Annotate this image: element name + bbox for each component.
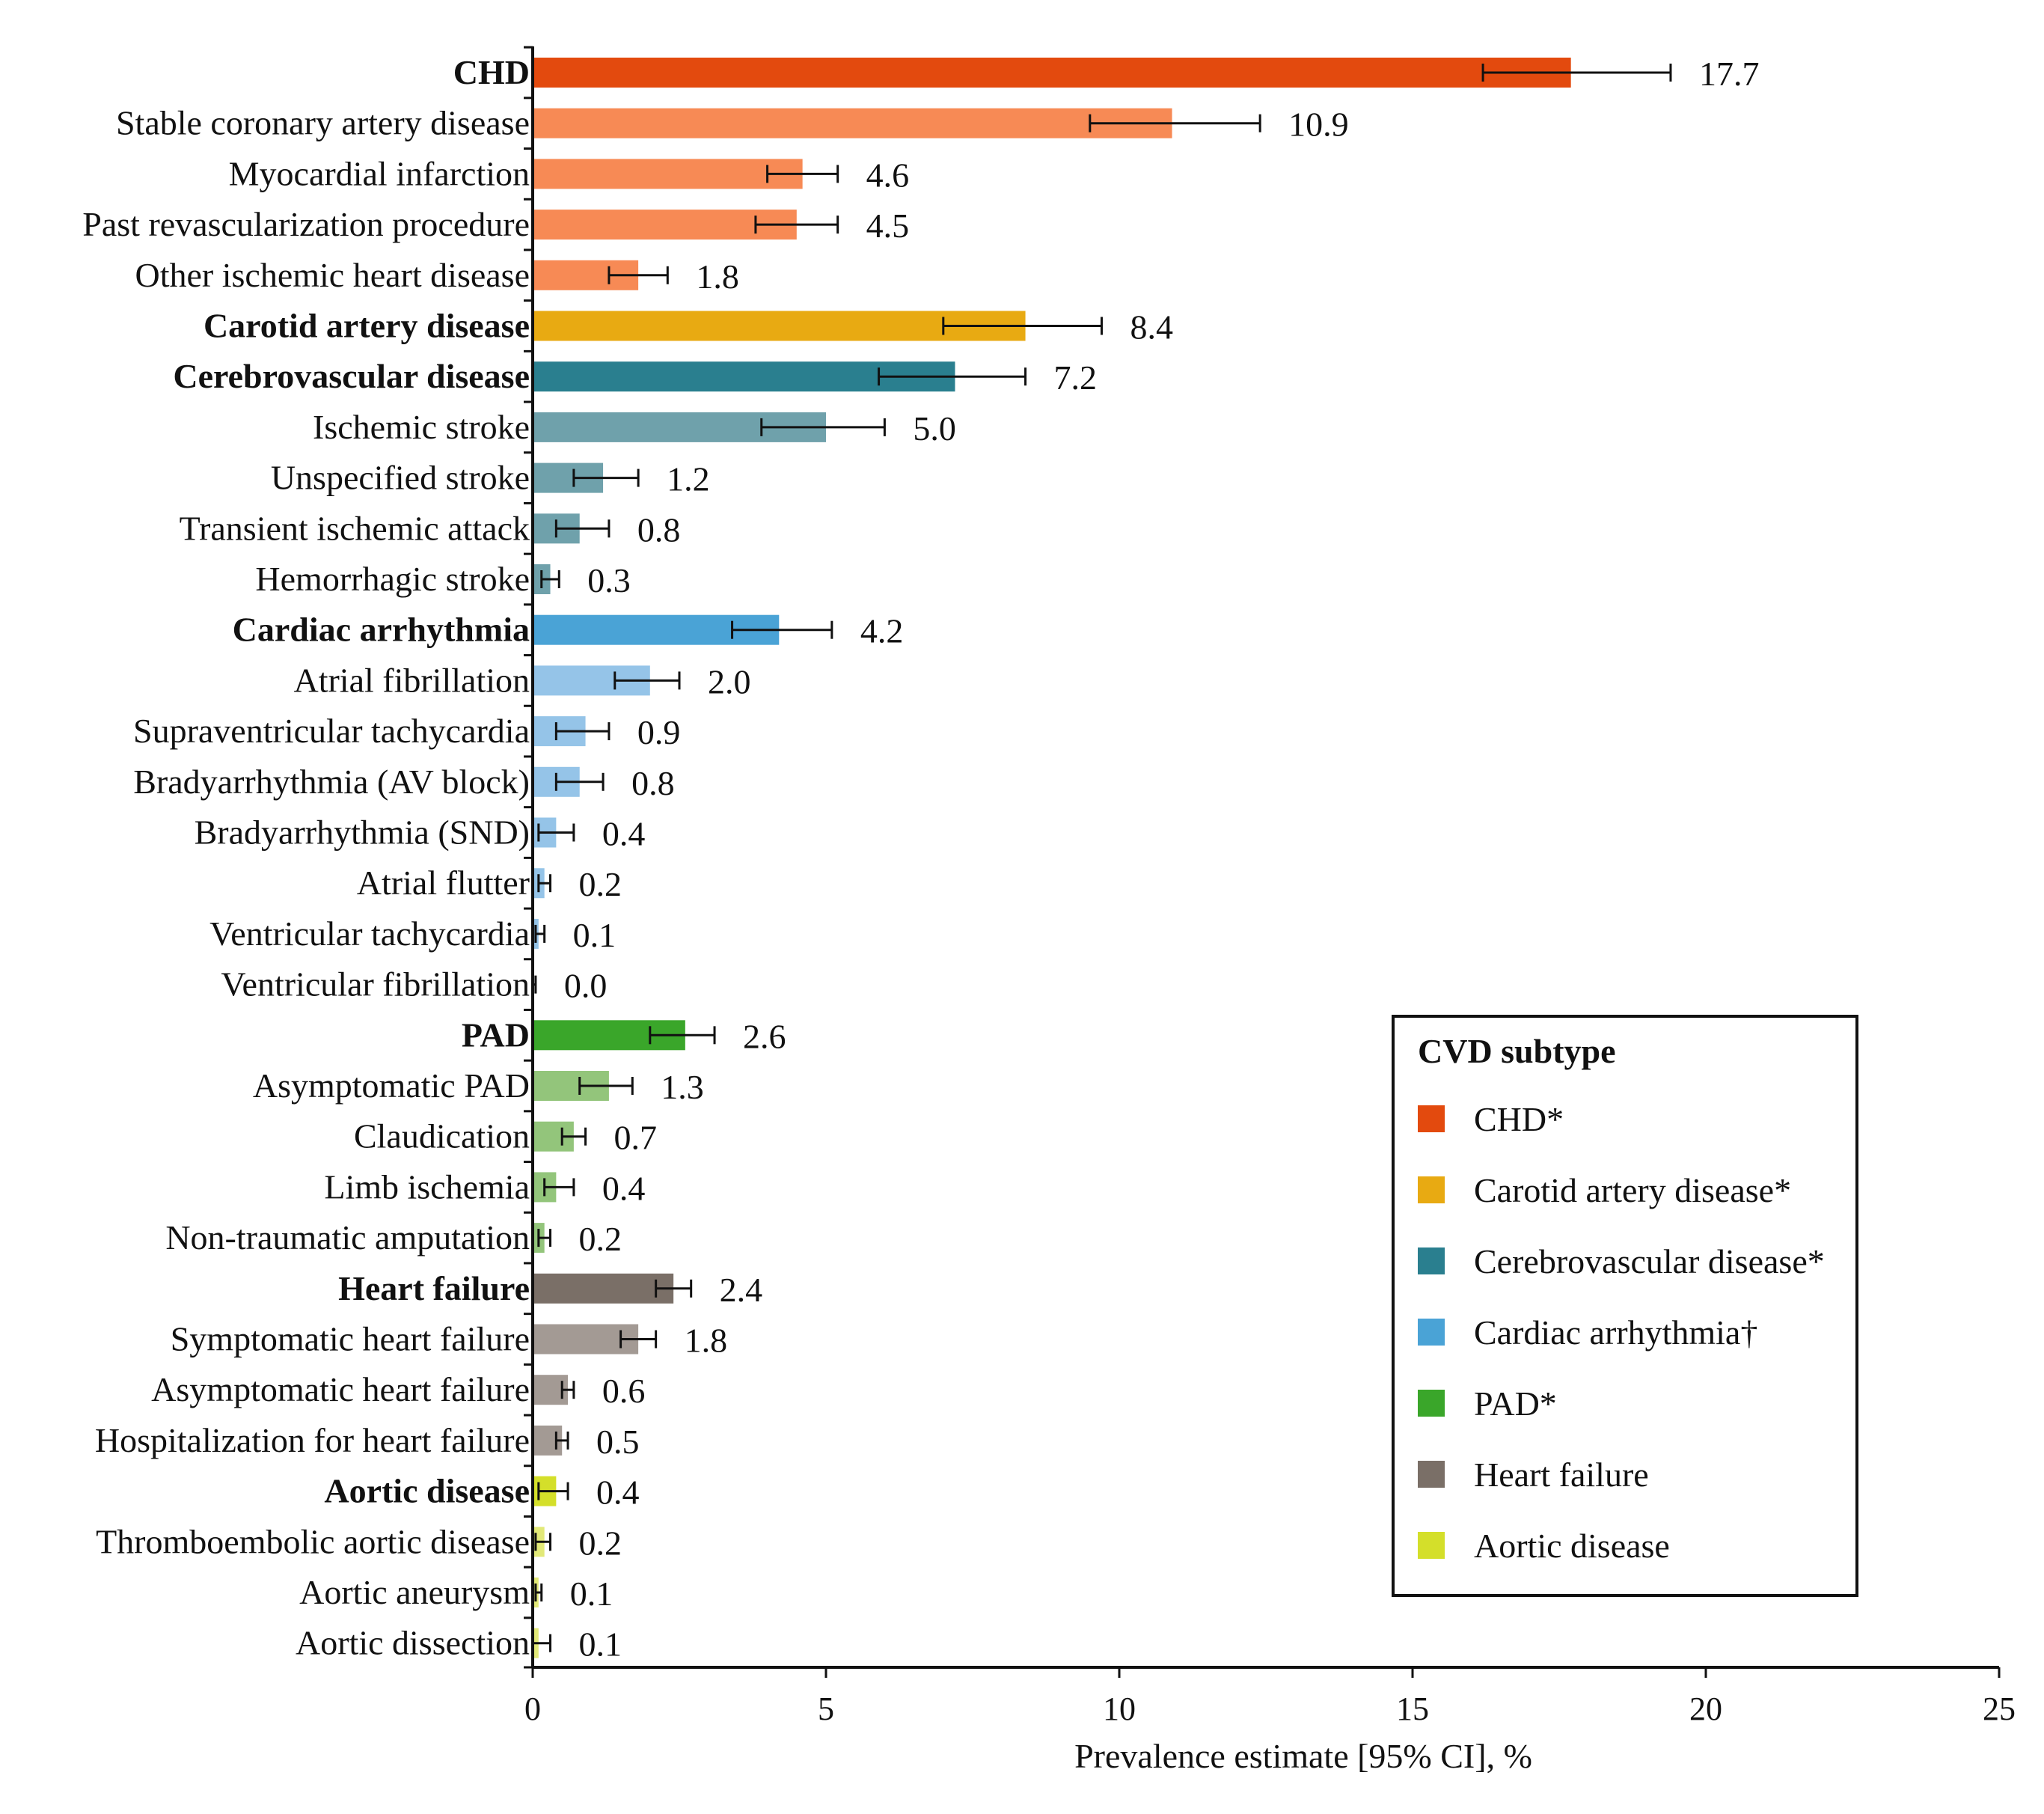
category-label: Transient ischemic attack xyxy=(180,509,530,547)
category-label: Symptomatic heart failure xyxy=(171,1320,530,1358)
axes-layer: 0 5 10 15 20 25 xyxy=(524,46,2016,1727)
legend-box xyxy=(1392,1015,1858,1597)
legend: CVD subtype CHD*Carotid artery disease*C… xyxy=(1392,1015,1858,1597)
category-label: Myocardial infarction xyxy=(229,154,530,192)
legend-items: CHD* Carotid artery disease* Cerebrovascul… xyxy=(1418,1100,1825,1565)
value-label: 0.8 xyxy=(631,764,675,802)
category-label: Bradyarrhythmia (SND) xyxy=(195,813,530,852)
category-label: Limb ischemia xyxy=(324,1167,530,1206)
legend-swatch xyxy=(1418,1461,1445,1488)
value-label: 7.2 xyxy=(1054,358,1098,397)
value-label: 2.0 xyxy=(708,662,751,700)
value-label: 0.9 xyxy=(637,713,681,751)
value-label: 10.9 xyxy=(1288,106,1349,144)
category-label: Atrial flutter xyxy=(357,864,530,902)
legend-label: Cardiac arrhythmia† xyxy=(1474,1313,1757,1352)
value-label: 1.8 xyxy=(696,257,739,296)
category-label: Aortic disease xyxy=(324,1472,530,1510)
bar xyxy=(533,210,797,240)
category-label: Heart failure xyxy=(338,1269,530,1307)
category-label: Atrial fibrillation xyxy=(293,661,530,699)
bar xyxy=(533,58,1571,88)
category-label: Thromboembolic aortic disease xyxy=(96,1522,530,1560)
value-label: 4.6 xyxy=(866,156,910,194)
value-label: 0.1 xyxy=(573,916,616,954)
legend-title: CVD subtype xyxy=(1418,1032,1616,1070)
category-label: Hemorrhagic stroke xyxy=(255,560,530,598)
bar xyxy=(533,108,1172,138)
category-label: Asymptomatic PAD xyxy=(253,1066,530,1105)
legend-label: PAD* xyxy=(1474,1384,1557,1423)
x-tick-label: 15 xyxy=(1396,1691,1429,1727)
category-label: Ventricular tachycardia xyxy=(209,914,530,953)
category-label: Hospitalization for heart failure xyxy=(95,1421,530,1459)
legend-label: CHD* xyxy=(1474,1100,1564,1138)
value-label: 2.4 xyxy=(720,1271,763,1309)
value-label: 0.8 xyxy=(637,510,681,549)
value-labels-layer: 17.710.94.64.51.88.47.25.01.20.80.34.22.… xyxy=(564,55,1760,1664)
value-label: 4.5 xyxy=(866,207,910,245)
x-axis-title: Prevalence estimate [95% CI], % xyxy=(1074,1737,1532,1775)
value-label: 0.4 xyxy=(602,815,646,853)
legend-label: Cerebrovascular disease* xyxy=(1474,1242,1825,1280)
value-label: 1.8 xyxy=(685,1322,728,1360)
category-label: Stable coronary artery disease xyxy=(116,104,530,142)
error-bars-layer xyxy=(531,64,1672,1652)
x-tick-label: 20 xyxy=(1689,1691,1722,1727)
legend-swatch xyxy=(1418,1532,1445,1559)
value-label: 0.5 xyxy=(596,1423,640,1461)
category-label: Aortic dissection xyxy=(296,1624,530,1662)
legend-swatch xyxy=(1418,1319,1445,1346)
value-label: 0.0 xyxy=(564,967,608,1005)
x-tick-label: 25 xyxy=(1983,1691,2016,1727)
value-label: 5.0 xyxy=(913,409,956,448)
value-label: 0.1 xyxy=(570,1575,613,1613)
category-label: Past revascularization procedure xyxy=(82,205,530,243)
value-label: 0.1 xyxy=(579,1625,622,1664)
legend-swatch xyxy=(1418,1105,1445,1132)
category-label: Carotid artery disease xyxy=(204,307,530,345)
value-label: 1.3 xyxy=(661,1068,704,1106)
value-label: 8.4 xyxy=(1130,308,1173,346)
category-label: Ventricular fibrillation xyxy=(221,965,530,1004)
category-label: Claudication xyxy=(354,1117,530,1155)
legend-label: Heart failure xyxy=(1474,1456,1649,1494)
value-label: 0.2 xyxy=(579,1220,622,1258)
value-label: 4.2 xyxy=(860,612,904,650)
category-label: Non-traumatic amputation xyxy=(165,1218,530,1256)
category-label: CHD xyxy=(453,53,530,91)
category-label: PAD xyxy=(462,1016,530,1054)
value-label: 1.2 xyxy=(667,460,710,498)
category-label: Supraventricular tachycardia xyxy=(133,712,530,750)
value-label: 17.7 xyxy=(1699,55,1760,93)
x-tick-label: 10 xyxy=(1103,1691,1136,1727)
bar xyxy=(533,1273,674,1304)
value-label: 0.7 xyxy=(614,1119,658,1157)
category-label: Unspecified stroke xyxy=(271,459,530,497)
category-label: Other ischemic heart disease xyxy=(135,256,530,294)
category-label: Cerebrovascular disease xyxy=(173,357,530,395)
category-label: Ischemic stroke xyxy=(313,408,530,446)
x-tick-label: 5 xyxy=(818,1691,834,1727)
value-label: 2.6 xyxy=(743,1017,786,1055)
legend-swatch xyxy=(1418,1247,1445,1274)
value-label: 0.4 xyxy=(596,1474,640,1512)
category-label: Bradyarrhythmia (AV block) xyxy=(133,763,530,801)
category-label: Asymptomatic heart failure xyxy=(151,1370,530,1408)
x-tick-label: 0 xyxy=(524,1691,541,1727)
category-label: Aortic aneurysm xyxy=(299,1573,530,1611)
value-label: 0.4 xyxy=(602,1169,646,1207)
legend-swatch xyxy=(1418,1390,1445,1417)
bar xyxy=(533,159,803,189)
value-label: 0.3 xyxy=(587,561,631,599)
legend-swatch xyxy=(1418,1176,1445,1203)
legend-label: Carotid artery disease* xyxy=(1474,1171,1791,1209)
category-label: Cardiac arrhythmia xyxy=(233,611,530,649)
category-labels-layer: CHD Stable coronary artery disease Myocard… xyxy=(82,53,530,1662)
value-label: 0.2 xyxy=(579,865,622,903)
value-label: 0.2 xyxy=(579,1524,622,1562)
value-label: 0.6 xyxy=(602,1372,646,1410)
legend-label: Aortic disease xyxy=(1474,1527,1670,1565)
